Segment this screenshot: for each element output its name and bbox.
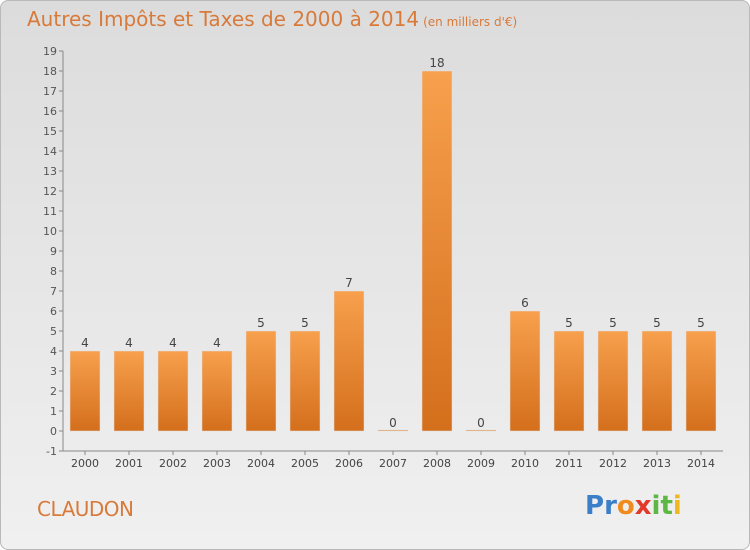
data-label: 18 xyxy=(429,56,444,70)
bar xyxy=(509,310,541,432)
place-name: CLAUDON xyxy=(37,497,134,521)
data-label: 5 xyxy=(653,316,661,330)
y-tick-label: 11 xyxy=(43,205,57,218)
chart-title-text: Autres Impôts et Taxes de 2000 à 2014 xyxy=(27,7,420,31)
x-tick-label: 2013 xyxy=(643,457,671,470)
chart-title-unit: (en milliers d'€) xyxy=(423,15,518,29)
bar xyxy=(377,429,409,432)
logo-letter: r xyxy=(604,491,617,521)
logo-letter: P xyxy=(585,491,605,521)
y-tick-label: 17 xyxy=(43,85,57,98)
y-tick-label: 4 xyxy=(50,345,57,358)
y-tick-label: 19 xyxy=(43,45,57,58)
y-tick-label: 0 xyxy=(50,425,57,438)
data-label: 4 xyxy=(169,336,177,350)
x-tick-label: 2009 xyxy=(467,457,495,470)
y-tick-label: 5 xyxy=(50,325,57,338)
y-tick-label: 10 xyxy=(43,225,57,238)
y-tick-label: 3 xyxy=(50,365,57,378)
x-tick-label: 2005 xyxy=(291,457,319,470)
x-tick-label: 2006 xyxy=(335,457,363,470)
x-tick-label: 2001 xyxy=(115,457,143,470)
bar xyxy=(685,330,717,432)
y-tick-label: 16 xyxy=(43,105,57,118)
x-tick-label: 2010 xyxy=(511,457,539,470)
data-label: 5 xyxy=(565,316,573,330)
x-tick-label: 2014 xyxy=(687,457,715,470)
x-tick-label: 2012 xyxy=(599,457,627,470)
data-label: 7 xyxy=(345,276,353,290)
bar xyxy=(333,290,365,432)
bar xyxy=(157,350,189,432)
bar xyxy=(289,330,321,432)
y-tick-label: 1 xyxy=(50,405,57,418)
chart-title: Autres Impôts et Taxes de 2000 à 2014 (en… xyxy=(27,7,517,31)
y-tick-label: 13 xyxy=(43,165,57,178)
data-label: 5 xyxy=(609,316,617,330)
logo-letter: t xyxy=(660,491,673,521)
x-tick-label: 2011 xyxy=(555,457,583,470)
bar xyxy=(597,330,629,432)
data-label: 0 xyxy=(389,416,397,430)
data-label: 5 xyxy=(257,316,265,330)
logo-letter: o xyxy=(616,491,635,521)
bar xyxy=(201,350,233,432)
bar xyxy=(113,350,145,432)
bar xyxy=(553,330,585,432)
data-label: 5 xyxy=(301,316,309,330)
data-label: 4 xyxy=(125,336,133,350)
x-tick-label: 2003 xyxy=(203,457,231,470)
logo-letter: x xyxy=(634,491,652,521)
bar xyxy=(245,330,277,432)
bar xyxy=(465,429,497,432)
bar xyxy=(421,70,453,432)
proxiti-logo: Proxiti xyxy=(585,491,682,521)
bar xyxy=(641,330,673,432)
x-tick-label: 2002 xyxy=(159,457,187,470)
logo-letter: i xyxy=(651,491,661,521)
y-tick-label: 6 xyxy=(50,305,57,318)
y-tick-label: 8 xyxy=(50,265,57,278)
x-tick-label: 2008 xyxy=(423,457,451,470)
x-tick-label: 2004 xyxy=(247,457,275,470)
data-label: 6 xyxy=(521,296,529,310)
data-label: 4 xyxy=(81,336,89,350)
data-label: 0 xyxy=(477,416,485,430)
y-tick-label: 2 xyxy=(50,385,57,398)
y-tick-label: 7 xyxy=(50,285,57,298)
logo-letter: i xyxy=(672,491,682,521)
x-tick-label: 2007 xyxy=(379,457,407,470)
data-label: 4 xyxy=(213,336,221,350)
y-tick-label: 18 xyxy=(43,65,57,78)
bar xyxy=(69,350,101,432)
y-tick-label: 12 xyxy=(43,185,57,198)
y-tick-label: 15 xyxy=(43,125,57,138)
x-tick-label: 2000 xyxy=(71,457,99,470)
y-tick-label: 9 xyxy=(50,245,57,258)
y-tick-label: 14 xyxy=(43,145,57,158)
y-tick-label: -1 xyxy=(46,445,57,458)
data-label: 5 xyxy=(697,316,705,330)
